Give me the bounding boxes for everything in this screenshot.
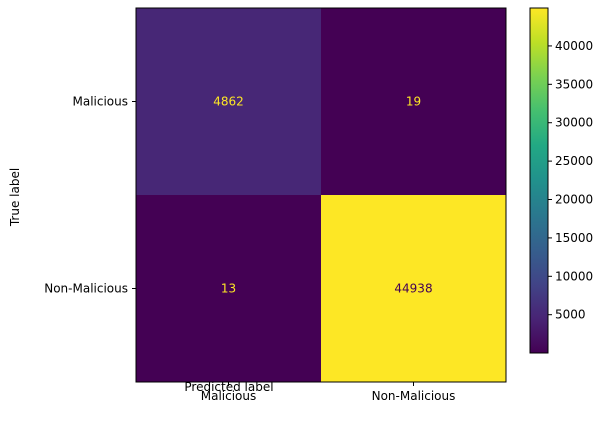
colorbar-tick-label: 30000 [555,116,593,130]
y-axis-ticks: Malicious Non-Malicious [44,95,136,296]
y-axis-label: True label [8,168,22,227]
x-axis-label: Predicted label [184,380,273,394]
colorbar-tick-label: 20000 [555,193,593,207]
heatmap-cell [136,195,321,382]
colorbar-tick-label: 5000 [555,308,586,322]
cell-value-label: 19 [406,95,421,109]
colorbar-tick-label: 25000 [555,154,593,168]
heatmap-cells [136,8,506,382]
colorbar-tick-label: 40000 [555,39,593,53]
x-tick-label: Malicious [201,389,257,403]
colorbar-tick-label: 10000 [555,269,593,283]
colorbar [529,7,549,354]
colorbar-tick-label: 15000 [555,231,593,245]
y-tick-label: Malicious [72,95,128,109]
colorbar-ticks: 5000 10000 15000 20000 25000 30000 35000 40000 [548,39,593,322]
heatmap-cell [321,8,506,195]
cell-value-label: 13 [221,282,236,296]
heatmap-cell [321,195,506,382]
x-axis-ticks: Malicious Non-Malicious [201,382,456,403]
colorbar-tick-label: 35000 [555,77,593,91]
y-tick-label: Non-Malicious [44,282,128,296]
cell-value-labels: 4862 19 13 44938 [213,95,432,296]
plot-frame [135,7,507,383]
heatmap-cell [136,8,321,195]
x-tick-label: Non-Malicious [372,389,456,403]
cell-value-label: 44938 [394,282,432,296]
cell-value-label: 4862 [213,95,244,109]
